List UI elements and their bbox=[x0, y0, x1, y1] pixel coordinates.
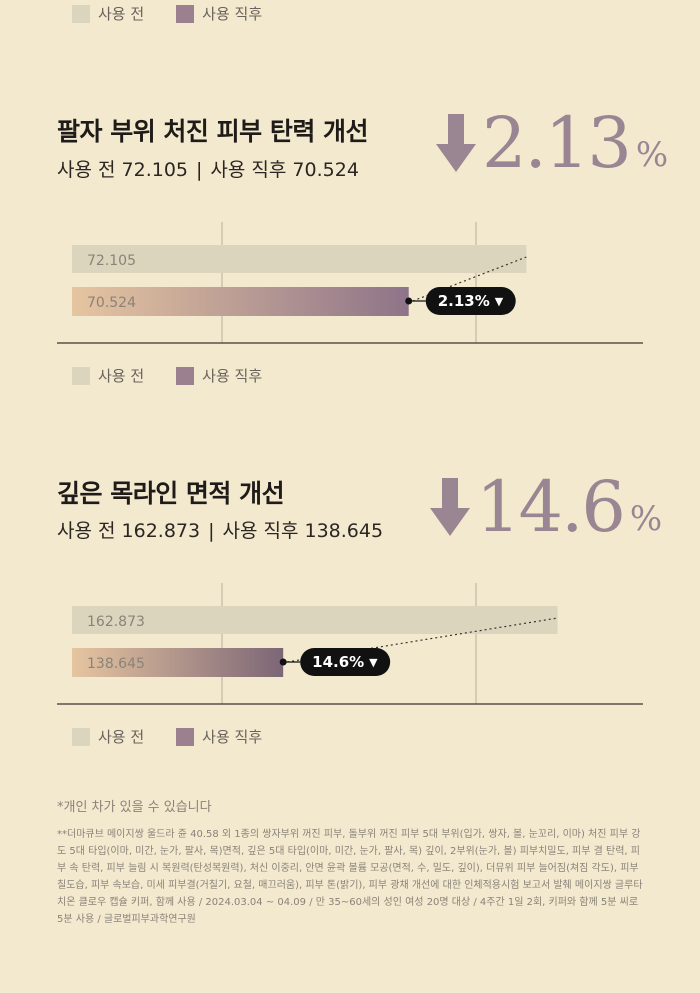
study-footnote: **더마큐브 메이지쌍 울드라 쥰 40.58 외 1종의 쌍자부위 꺼진 피부… bbox=[57, 829, 643, 925]
bar-after bbox=[72, 287, 409, 316]
section2-subtitle-after: 사용 직후 138.645 bbox=[222, 520, 384, 542]
legend-swatch-before bbox=[72, 366, 90, 385]
change-badge-label: 2.13% bbox=[438, 292, 490, 310]
section2-big-unit: % bbox=[629, 499, 663, 539]
legend-swatch-before bbox=[72, 4, 90, 23]
section1-subtitle-after: 사용 직후 70.524 bbox=[210, 159, 359, 181]
section2-chart: 162.873 138.645 14.6% ▼ bbox=[57, 583, 643, 707]
section1-chart: 72.105 70.524 2.13% ▼ bbox=[57, 222, 643, 346]
legend-item-after: 사용 직후 bbox=[176, 3, 262, 24]
legend-top: 사용 전 사용 직후 bbox=[72, 3, 294, 24]
down-arrow-icon bbox=[436, 114, 476, 172]
section2-title: 깊은 목라인 면적 개선 bbox=[57, 479, 285, 508]
bar-end-dot bbox=[279, 658, 287, 666]
section2-chart-svg: 162.873 138.645 14.6% ▼ bbox=[57, 583, 643, 705]
change-badge-arrow: ▼ bbox=[495, 295, 504, 308]
legend-swatch-after bbox=[176, 4, 195, 23]
legend-label-after: 사용 직후 bbox=[202, 5, 263, 23]
change-badge bbox=[425, 287, 516, 315]
down-arrow-icon bbox=[430, 478, 470, 536]
bar-after bbox=[72, 648, 284, 677]
legend-item-before: 사용 전 bbox=[72, 3, 144, 24]
legend-item-before: 사용 전 bbox=[72, 365, 144, 386]
bar-label-before: 162.873 bbox=[87, 614, 145, 630]
section2-big-stat: 14.6 % bbox=[430, 472, 662, 542]
legend-swatch-after bbox=[176, 366, 195, 385]
section2-big-number: 14.6 bbox=[476, 466, 626, 548]
section2-subtitle-sep: | bbox=[208, 520, 215, 542]
bar-label-after: 70.524 bbox=[87, 295, 136, 311]
legend-section2: 사용 전 사용 직후 bbox=[72, 726, 294, 747]
section1-title: 팔자 부위 처진 피부 탄력 개선 bbox=[57, 117, 369, 146]
bar-label-before: 72.105 bbox=[87, 253, 136, 269]
legend-label-before: 사용 전 bbox=[98, 367, 145, 385]
section1-subtitle-sep: | bbox=[196, 159, 203, 181]
section1-subtitle: 사용 전 72.105 | 사용 직후 70.524 bbox=[57, 155, 359, 182]
section2-subtitle-before: 사용 전 162.873 bbox=[57, 520, 201, 542]
section1-big-number: 2.13 bbox=[482, 102, 632, 184]
disclaimer-note: *개인 차가 있을 수 있습니다 bbox=[57, 800, 212, 815]
legend-label-before: 사용 전 bbox=[98, 728, 145, 746]
bar-before bbox=[72, 245, 527, 273]
section1-big-unit: % bbox=[635, 135, 669, 175]
change-badge bbox=[300, 648, 391, 676]
legend-item-after: 사용 직후 bbox=[176, 365, 262, 386]
change-badge-label: 14.6% bbox=[312, 653, 364, 671]
section2-subtitle: 사용 전 162.873 | 사용 직후 138.645 bbox=[57, 516, 383, 543]
section1-chart-svg: 72.105 70.524 2.13% ▼ bbox=[57, 222, 643, 344]
section1-subtitle-before: 사용 전 72.105 bbox=[57, 159, 189, 181]
legend-swatch-before bbox=[72, 727, 90, 746]
change-badge-arrow: ▼ bbox=[369, 656, 378, 669]
legend-item-after: 사용 직후 bbox=[176, 726, 262, 747]
bar-end-dot bbox=[405, 297, 413, 305]
legend-item-before: 사용 전 bbox=[72, 726, 144, 747]
legend-label-after: 사용 직후 bbox=[202, 367, 263, 385]
legend-swatch-after bbox=[176, 727, 195, 746]
bar-label-after: 138.645 bbox=[87, 656, 145, 672]
section1-big-stat: 2.13 % bbox=[436, 108, 668, 178]
legend-label-before: 사용 전 bbox=[98, 5, 145, 23]
legend-label-after: 사용 직후 bbox=[202, 728, 263, 746]
legend-section1: 사용 전 사용 직후 bbox=[72, 365, 294, 386]
bar-before bbox=[72, 606, 558, 634]
